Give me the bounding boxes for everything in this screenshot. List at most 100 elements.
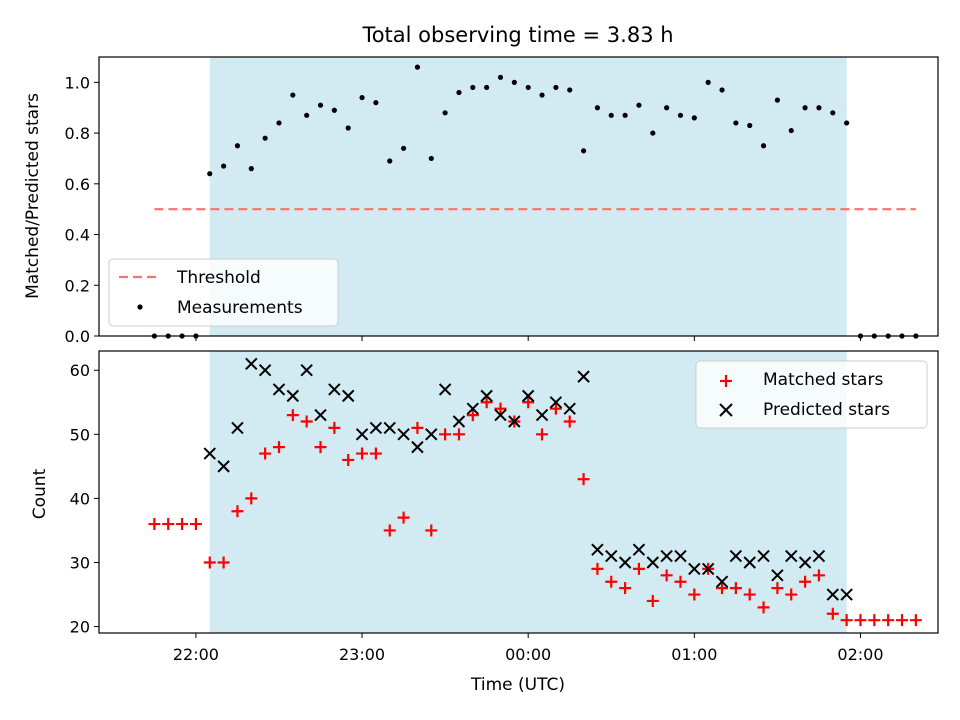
matched-star-point bbox=[300, 415, 313, 428]
predicted-star-point bbox=[660, 549, 673, 563]
predicted-star-point bbox=[688, 562, 701, 576]
predicted-star-point bbox=[549, 396, 563, 409]
measurement-point bbox=[567, 87, 573, 93]
measurement-point bbox=[760, 143, 767, 149]
top-x-ticks bbox=[195, 336, 861, 341]
matched-star-point bbox=[480, 396, 493, 409]
matched-star-point bbox=[646, 594, 659, 607]
top-y-tick-label: 0.0 bbox=[65, 327, 90, 346]
top-y-tick-label: 0.8 bbox=[65, 124, 90, 143]
predicted-star-point bbox=[563, 402, 576, 415]
legend-measurements-label: Measurements bbox=[177, 298, 303, 318]
matched-star-point bbox=[854, 614, 867, 627]
matched-star-point bbox=[536, 428, 549, 441]
predicted-star-point bbox=[397, 428, 410, 441]
measurement-point bbox=[816, 105, 822, 111]
predicted-star-point bbox=[715, 575, 729, 588]
bottom-legend: Matched stars Predicted stars bbox=[695, 360, 928, 429]
matched-star-point bbox=[840, 614, 853, 627]
bottom-y-tick-label: 30 bbox=[70, 554, 90, 573]
matched-stars-series bbox=[148, 396, 922, 627]
measurement-point bbox=[788, 127, 794, 134]
legend-predicted-label: Predicted stars bbox=[763, 400, 890, 420]
predicted-star-point bbox=[798, 556, 812, 569]
measurement-point bbox=[774, 97, 780, 103]
measurement-point bbox=[373, 100, 379, 106]
bottom-y-tick-label: 40 bbox=[70, 489, 90, 508]
legend-predicted-swatch bbox=[719, 403, 733, 417]
matched-star-point bbox=[771, 582, 784, 595]
matched-star-point bbox=[549, 402, 562, 415]
measurement-point bbox=[830, 110, 836, 116]
predicted-star-point bbox=[757, 549, 770, 563]
top-legend: Threshold Measurements bbox=[108, 258, 339, 327]
measurement-point bbox=[705, 79, 711, 85]
predicted-star-point bbox=[217, 460, 230, 473]
measurement-point bbox=[539, 92, 545, 98]
matched-star-point bbox=[356, 447, 369, 460]
matched-star-point bbox=[148, 518, 161, 531]
matched-star-point bbox=[577, 473, 590, 486]
predicted-star-point bbox=[342, 389, 355, 403]
bottom-x-tick-label: 23:00 bbox=[339, 645, 385, 664]
predicted-star-point bbox=[355, 428, 369, 441]
predicted-star-point bbox=[272, 383, 286, 396]
measurement-point bbox=[290, 92, 296, 98]
predicted-star-point bbox=[729, 549, 743, 563]
predicted-star-point bbox=[743, 556, 756, 569]
bottom-y-tick-label: 60 bbox=[70, 361, 90, 380]
matched-star-point bbox=[259, 447, 272, 460]
predicted-star-point bbox=[411, 440, 424, 454]
legend-threshold-label: Threshold bbox=[176, 268, 261, 288]
chart-title: Total observing time = 3.83 h bbox=[361, 23, 673, 47]
bottom-plot-frame bbox=[98, 350, 939, 634]
matched-star-point bbox=[342, 453, 355, 466]
predicted-star-point bbox=[701, 562, 715, 576]
legend-matched-swatch bbox=[720, 375, 732, 387]
bottom-x-tick-label: 01:00 bbox=[671, 645, 717, 664]
matched-star-point bbox=[383, 524, 396, 537]
matched-star-point bbox=[757, 601, 770, 614]
matched-star-point bbox=[688, 588, 701, 601]
bottom-panel: 20 30 40 50 60 22:00 23:00 00:00 01:00 02:00 Cou… bbox=[30, 350, 939, 695]
predicted-star-point bbox=[438, 383, 452, 396]
predicted-star-point bbox=[369, 421, 383, 435]
predicted-star-point bbox=[300, 364, 313, 377]
matched-star-point bbox=[203, 556, 216, 569]
measurement-point bbox=[650, 130, 656, 136]
matched-star-point bbox=[189, 518, 202, 531]
matched-star-point bbox=[162, 518, 175, 531]
matched-star-point bbox=[245, 492, 258, 505]
measurement-point bbox=[207, 171, 213, 177]
predicted-star-point bbox=[771, 569, 784, 582]
measurement-point bbox=[400, 145, 407, 151]
predicted-star-point bbox=[674, 549, 687, 563]
measurement-point bbox=[484, 84, 490, 91]
predicted-star-point bbox=[286, 389, 300, 403]
matched-star-point bbox=[314, 441, 327, 454]
predicted-star-point bbox=[618, 556, 632, 569]
predicted-star-point bbox=[314, 408, 327, 422]
predicted-star-point bbox=[840, 588, 853, 601]
predicted-star-point bbox=[203, 447, 216, 460]
matched-star-point bbox=[231, 505, 244, 518]
matched-star-point bbox=[619, 582, 632, 595]
bottom-x-tick-label: 02:00 bbox=[837, 645, 883, 664]
matched-star-point bbox=[328, 421, 341, 434]
predicted-star-point bbox=[521, 389, 535, 403]
matched-star-point bbox=[785, 588, 798, 601]
predicted-star-point bbox=[245, 357, 258, 371]
bottom-y-tick-label: 50 bbox=[70, 425, 90, 444]
predicted-star-point bbox=[258, 364, 272, 377]
measurement-point bbox=[553, 84, 559, 91]
matched-star-point bbox=[729, 582, 742, 595]
top-y-tick-label: 0.4 bbox=[65, 226, 90, 245]
measurement-point bbox=[359, 94, 365, 101]
measurement-point bbox=[622, 112, 628, 118]
measurements-series bbox=[151, 64, 919, 339]
matched-star-point bbox=[591, 562, 604, 575]
measurement-point bbox=[345, 125, 351, 131]
predicted-star-point bbox=[494, 408, 507, 422]
measurement-point bbox=[262, 135, 268, 141]
predicted-star-point bbox=[508, 415, 521, 428]
